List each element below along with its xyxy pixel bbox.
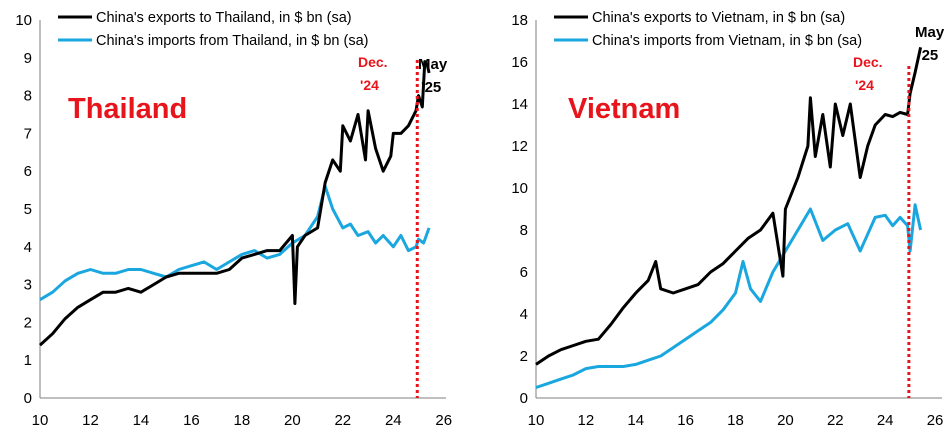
vietnam-y-tick-label: 18 xyxy=(511,12,528,29)
vietnam-x-tick-label: 16 xyxy=(677,412,694,429)
thailand-legend-exports-label: China's exports to Thailand, in $ bn (sa… xyxy=(96,10,352,26)
vietnam-x-tick-label: 10 xyxy=(528,412,545,429)
vietnam-x-tick-label: 22 xyxy=(827,412,844,429)
vietnam-x-tick-label: 24 xyxy=(877,412,894,429)
vietnam-y-ticks: 0 2 4 6 8 10 12 14 16 18 xyxy=(511,12,528,407)
vietnam-imports-line xyxy=(535,203,923,389)
thailand-y-tick-label: 5 xyxy=(24,201,32,218)
vietnam-legend-exports-label: China's exports to Vietnam, in $ bn (sa) xyxy=(592,10,845,26)
vietnam-y-tick-label: 2 xyxy=(520,348,528,365)
thailand-y-tick-label: 3 xyxy=(24,277,32,294)
thailand-y-tick-label: 6 xyxy=(24,163,32,180)
thailand-y-ticks: 0 1 2 3 4 5 6 7 8 9 10 xyxy=(15,12,32,407)
vietnam-may-year-label: '25 xyxy=(918,47,938,64)
thailand-x-tick-label: 18 xyxy=(234,412,251,429)
thailand-y-tick-label: 8 xyxy=(24,88,32,105)
vietnam-x-tick-label: 26 xyxy=(927,412,944,429)
thailand-y-tick-label: 4 xyxy=(24,239,32,256)
thailand-dec-label: Dec. xyxy=(358,54,388,70)
vietnam-y-tick-label: 8 xyxy=(520,222,528,239)
thailand-y-tick-label: 2 xyxy=(24,314,32,331)
thailand-x-tick-label: 26 xyxy=(435,412,452,429)
thailand-x-ticks: 10 12 14 16 18 20 22 24 26 xyxy=(32,412,452,429)
thailand-dec-year-label: '24 xyxy=(360,77,379,93)
vietnam-x-ticks: 10 12 14 16 18 20 22 24 26 xyxy=(528,412,944,429)
vietnam-y-tick-label: 10 xyxy=(511,180,528,197)
vietnam-legend-imports-label: China's imports from Vietnam, in $ bn (s… xyxy=(592,33,862,49)
thailand-x-tick-label: 20 xyxy=(284,412,301,429)
thailand-y-tick-label: 10 xyxy=(15,12,32,29)
thailand-x-tick-label: 12 xyxy=(82,412,99,429)
vietnam-x-tick-label: 14 xyxy=(627,412,644,429)
vietnam-may-label: May xyxy=(915,24,945,41)
thailand-y-tick-label: 1 xyxy=(24,352,32,369)
vietnam-y-tick-label: 6 xyxy=(520,264,528,281)
thailand-y-tick-label: 0 xyxy=(24,390,32,407)
thailand-y-tick-label: 7 xyxy=(24,125,32,142)
thailand-x-tick-label: 22 xyxy=(334,412,351,429)
vietnam-y-tick-label: 12 xyxy=(511,138,528,155)
thailand-x-tick-label: 10 xyxy=(32,412,49,429)
vietnam-y-tick-label: 14 xyxy=(511,96,528,113)
thailand-imports-line xyxy=(39,184,431,301)
vietnam-y-tick-label: 0 xyxy=(520,390,528,407)
vietnam-dec-label: Dec. xyxy=(853,54,883,70)
vietnam-title: Vietnam xyxy=(568,93,680,125)
thailand-x-tick-label: 16 xyxy=(183,412,200,429)
thailand-exports-line xyxy=(38,60,431,347)
thailand-title: Thailand xyxy=(68,93,187,125)
thailand-may-label: May xyxy=(418,56,448,73)
vietnam-x-tick-label: 18 xyxy=(727,412,744,429)
vietnam-x-tick-label: 12 xyxy=(578,412,595,429)
vietnam-y-tick-label: 4 xyxy=(520,306,528,323)
thailand-legend-imports-label: China's imports from Thailand, in $ bn (… xyxy=(96,33,368,49)
vietnam-dec-year-label: '24 xyxy=(855,77,874,93)
vietnam-exports-line xyxy=(535,46,923,366)
thailand-may-year-label: '25 xyxy=(421,79,441,96)
thailand-x-tick-label: 14 xyxy=(133,412,150,429)
thailand-x-tick-label: 24 xyxy=(385,412,402,429)
thailand-y-tick-label: 9 xyxy=(24,50,32,67)
vietnam-y-tick-label: 16 xyxy=(511,54,528,71)
vietnam-x-tick-label: 20 xyxy=(777,412,794,429)
